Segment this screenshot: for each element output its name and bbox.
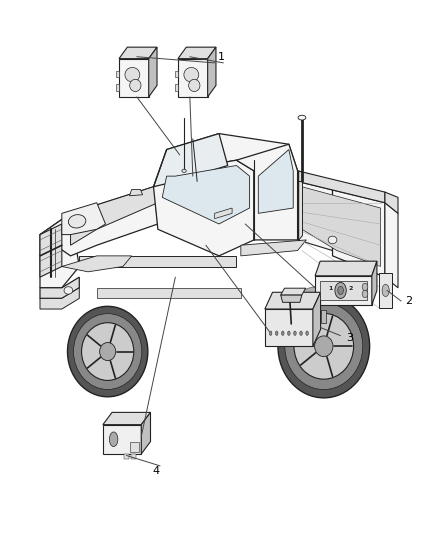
Ellipse shape (184, 68, 199, 82)
Polygon shape (131, 454, 136, 459)
Polygon shape (281, 295, 302, 302)
Ellipse shape (81, 322, 134, 381)
Ellipse shape (335, 282, 346, 298)
Polygon shape (385, 192, 398, 213)
Ellipse shape (293, 331, 296, 335)
Polygon shape (62, 256, 132, 272)
Ellipse shape (294, 313, 353, 379)
Text: 1: 1 (218, 52, 225, 61)
Polygon shape (265, 292, 321, 309)
Ellipse shape (130, 79, 141, 92)
Ellipse shape (189, 79, 200, 92)
Polygon shape (40, 187, 158, 256)
Polygon shape (40, 277, 79, 298)
Polygon shape (79, 256, 237, 266)
Polygon shape (130, 189, 143, 196)
Polygon shape (302, 187, 381, 266)
Polygon shape (321, 310, 326, 323)
Ellipse shape (276, 331, 278, 335)
Polygon shape (175, 71, 178, 77)
Ellipse shape (67, 306, 148, 397)
Polygon shape (320, 281, 367, 300)
Polygon shape (178, 59, 208, 97)
Ellipse shape (110, 432, 118, 447)
Polygon shape (116, 84, 119, 91)
Polygon shape (215, 208, 232, 219)
Ellipse shape (99, 343, 116, 361)
Text: 4: 4 (152, 466, 159, 476)
Text: 1: 1 (329, 286, 333, 292)
Polygon shape (103, 425, 141, 454)
Ellipse shape (278, 295, 370, 398)
Ellipse shape (300, 331, 302, 335)
Polygon shape (385, 203, 398, 288)
Ellipse shape (287, 331, 290, 335)
Polygon shape (166, 134, 297, 171)
Polygon shape (130, 442, 139, 453)
Ellipse shape (68, 215, 86, 228)
Polygon shape (241, 240, 306, 256)
Polygon shape (162, 165, 250, 224)
Polygon shape (153, 134, 228, 187)
Polygon shape (149, 47, 157, 97)
Polygon shape (119, 59, 149, 97)
Ellipse shape (362, 283, 368, 290)
Ellipse shape (306, 331, 308, 335)
Polygon shape (40, 224, 62, 277)
Polygon shape (175, 84, 178, 91)
Ellipse shape (74, 313, 142, 390)
Polygon shape (379, 273, 392, 308)
Polygon shape (141, 413, 151, 454)
Ellipse shape (125, 68, 140, 82)
Ellipse shape (285, 303, 363, 390)
Text: 3: 3 (346, 333, 353, 343)
Text: 2: 2 (348, 286, 353, 292)
Ellipse shape (182, 169, 186, 172)
Polygon shape (237, 144, 297, 240)
Ellipse shape (64, 287, 73, 294)
Polygon shape (40, 288, 79, 309)
Ellipse shape (282, 331, 284, 335)
Polygon shape (313, 292, 321, 346)
Polygon shape (124, 454, 129, 459)
Polygon shape (97, 288, 241, 298)
Polygon shape (297, 181, 302, 240)
Polygon shape (258, 150, 293, 213)
Polygon shape (315, 261, 377, 276)
Ellipse shape (328, 236, 337, 244)
Ellipse shape (280, 286, 359, 374)
Polygon shape (116, 71, 119, 77)
Polygon shape (297, 181, 385, 277)
Ellipse shape (382, 284, 389, 296)
Ellipse shape (362, 290, 368, 297)
Polygon shape (103, 413, 151, 425)
Polygon shape (153, 160, 254, 256)
Polygon shape (297, 171, 385, 203)
Ellipse shape (338, 286, 343, 295)
Polygon shape (40, 213, 79, 288)
Ellipse shape (298, 115, 306, 120)
Ellipse shape (269, 331, 272, 335)
Polygon shape (208, 47, 216, 97)
Polygon shape (297, 171, 332, 251)
Polygon shape (265, 309, 313, 346)
Ellipse shape (314, 336, 333, 357)
Polygon shape (62, 203, 106, 235)
Polygon shape (372, 261, 377, 305)
Polygon shape (119, 47, 157, 59)
Polygon shape (315, 276, 372, 305)
Polygon shape (281, 288, 306, 295)
Text: 2: 2 (405, 296, 413, 306)
Polygon shape (71, 187, 166, 245)
Polygon shape (178, 47, 216, 59)
